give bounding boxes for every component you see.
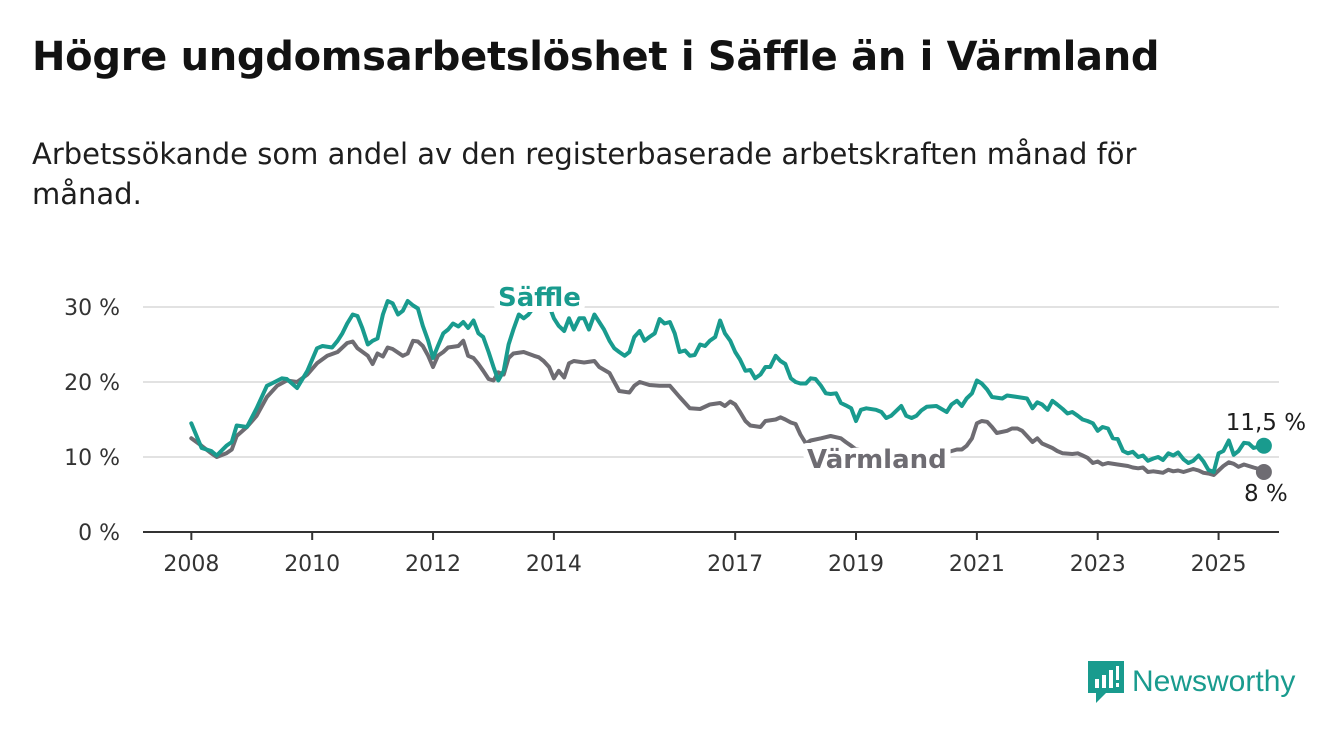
x-tick-label: 2017 — [707, 552, 763, 577]
x-tick-label: 2021 — [949, 552, 1005, 577]
newsworthy-logo: Newsworthy — [1088, 661, 1295, 703]
series-lines — [189, 291, 1266, 477]
series-label-saffle: Säffle — [498, 283, 581, 313]
series-label-saffle-halo: Säffle — [498, 283, 581, 313]
grid-lines — [143, 306, 1279, 458]
series-line-värmland — [189, 338, 1266, 477]
series-line-säffle — [189, 291, 1266, 474]
chart-subtitle: Arbetssökande som andel av den registerb… — [32, 137, 1137, 211]
series-label-varmland: Värmland — [807, 445, 947, 475]
y-tick-label: 10 % — [64, 446, 120, 471]
x-tick-label: 2019 — [828, 552, 884, 577]
brand-name: Newsworthy — [1132, 665, 1296, 698]
x-tick-label: 2010 — [284, 552, 340, 577]
end-point-värmland — [1255, 464, 1272, 480]
x-tick-label: 2023 — [1070, 552, 1126, 577]
y-tick-label: 20 % — [64, 371, 120, 396]
end-value-label-värmland: 8 % — [1244, 481, 1288, 507]
series-label-varmland-halo: Värmland — [807, 445, 947, 475]
y-tick-label: 0 % — [78, 521, 120, 546]
x-tick-label: 2008 — [163, 552, 219, 577]
x-tick-label: 2012 — [405, 552, 461, 577]
x-tick-label: 2025 — [1191, 552, 1247, 577]
axes: 0 % 10 % 20 % 30 % 2008 2010 2012 2014 2017 2019 2… — [64, 296, 1279, 577]
newsworthy-logo-icon — [1088, 661, 1124, 703]
chart-title: Högre ungdomsarbetslöshet i Säffle än i … — [32, 34, 1160, 80]
y-tick-label: 30 % — [64, 296, 120, 321]
end-point-säffle — [1255, 437, 1272, 454]
end-value-label-säffle: 11,5 % — [1226, 410, 1306, 436]
x-tick-label: 2014 — [526, 552, 582, 577]
